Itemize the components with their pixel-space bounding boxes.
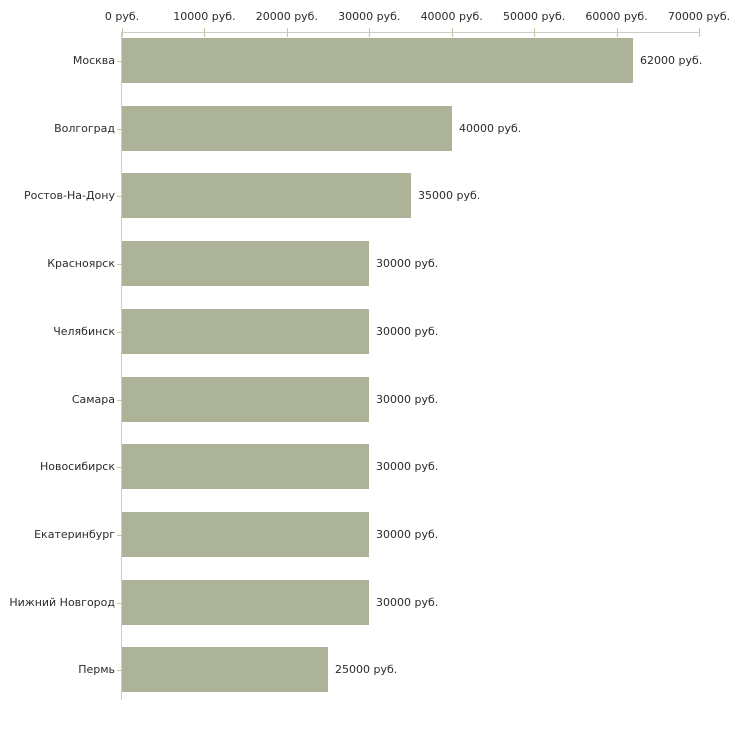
y-axis-line xyxy=(121,32,122,700)
category-label: Самара xyxy=(71,392,115,406)
category-label: Новосибирск xyxy=(39,459,115,473)
bar-value-label: 62000 руб. xyxy=(640,53,703,67)
bar xyxy=(122,580,369,625)
category-label: Красноярск xyxy=(47,256,115,270)
bar xyxy=(122,309,369,354)
bar xyxy=(122,38,633,83)
bar-value-label: 35000 руб. xyxy=(418,188,481,202)
y-tick-mark xyxy=(117,332,122,333)
x-tick-mark xyxy=(699,28,700,37)
x-tick-label: 60000 руб. xyxy=(585,10,648,23)
x-tick-label: 70000 руб. xyxy=(667,10,730,23)
bar xyxy=(122,377,369,422)
bar-value-label: 30000 руб. xyxy=(376,392,439,406)
y-tick-mark xyxy=(117,264,122,265)
x-axis-line xyxy=(121,32,699,33)
y-tick-mark xyxy=(117,196,122,197)
bar-value-label: 25000 руб. xyxy=(335,662,398,676)
bar xyxy=(122,173,411,218)
x-tick-label: 10000 руб. xyxy=(173,10,236,23)
bar xyxy=(122,106,452,151)
y-tick-mark xyxy=(117,670,122,671)
bar-value-label: 40000 руб. xyxy=(459,121,522,135)
x-tick-mark xyxy=(617,28,618,37)
x-tick-mark xyxy=(534,28,535,37)
y-tick-mark xyxy=(117,400,122,401)
category-label: Москва xyxy=(72,53,115,67)
bar-value-label: 30000 руб. xyxy=(376,527,439,541)
x-tick-mark xyxy=(452,28,453,37)
y-tick-mark xyxy=(117,603,122,604)
category-label: Екатеринбург xyxy=(34,527,115,541)
category-label: Ростов-На-Дону xyxy=(23,188,115,202)
bar-value-label: 30000 руб. xyxy=(376,324,439,338)
x-tick-mark xyxy=(204,28,205,37)
category-label: Пермь xyxy=(78,662,115,676)
category-label: Волгоград xyxy=(54,121,115,135)
x-tick-mark xyxy=(369,28,370,37)
category-label: Челябинск xyxy=(53,324,115,338)
x-tick-label: 30000 руб. xyxy=(338,10,401,23)
y-tick-mark xyxy=(117,535,122,536)
x-tick-label: 40000 руб. xyxy=(420,10,483,23)
bar-value-label: 30000 руб. xyxy=(376,595,439,609)
bar xyxy=(122,647,328,692)
bar xyxy=(122,512,369,557)
x-tick-label: 20000 руб. xyxy=(255,10,318,23)
y-tick-mark xyxy=(117,61,122,62)
y-tick-mark xyxy=(117,467,122,468)
x-tick-mark xyxy=(122,28,123,37)
bar xyxy=(122,241,369,286)
x-tick-label: 0 руб. xyxy=(104,10,140,23)
y-tick-mark xyxy=(117,129,122,130)
x-tick-label: 50000 руб. xyxy=(503,10,566,23)
bar xyxy=(122,444,369,489)
bar-value-label: 30000 руб. xyxy=(376,459,439,473)
bar-value-label: 30000 руб. xyxy=(376,256,439,270)
x-tick-mark xyxy=(287,28,288,37)
category-label: Нижний Новгород xyxy=(9,595,115,609)
